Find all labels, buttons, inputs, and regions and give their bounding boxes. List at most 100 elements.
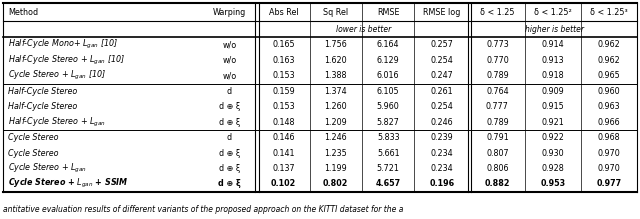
Text: 0.247: 0.247 (431, 71, 453, 80)
Text: 6.105: 6.105 (377, 87, 399, 96)
Text: 0.764: 0.764 (486, 87, 509, 96)
Text: 0.960: 0.960 (598, 87, 620, 96)
Text: 0.789: 0.789 (486, 118, 509, 127)
Text: 0.914: 0.914 (542, 41, 564, 49)
Text: 0.153: 0.153 (272, 102, 294, 111)
Text: 0.930: 0.930 (542, 148, 564, 157)
Text: 0.234: 0.234 (431, 148, 453, 157)
Text: 0.977: 0.977 (596, 179, 621, 188)
Text: 0.102: 0.102 (271, 179, 296, 188)
Text: Half-Cycle Stereo: Half-Cycle Stereo (8, 102, 77, 111)
Text: 0.928: 0.928 (542, 164, 564, 173)
Text: 5.833: 5.833 (377, 133, 399, 142)
Text: Abs Rel: Abs Rel (269, 8, 298, 17)
Text: Sq Rel: Sq Rel (323, 8, 348, 17)
Text: 0.970: 0.970 (598, 148, 620, 157)
Text: δ < 1.25: δ < 1.25 (480, 8, 515, 17)
Text: 0.806: 0.806 (486, 164, 509, 173)
Text: 0.196: 0.196 (429, 179, 454, 188)
Text: 0.137: 0.137 (272, 164, 294, 173)
Text: 6.164: 6.164 (377, 41, 399, 49)
Text: 0.234: 0.234 (431, 164, 453, 173)
Text: 0.261: 0.261 (431, 87, 453, 96)
Text: 1.209: 1.209 (324, 118, 347, 127)
Text: 0.153: 0.153 (272, 71, 294, 80)
Text: 0.791: 0.791 (486, 133, 509, 142)
Text: d: d (227, 133, 232, 142)
Text: 1.246: 1.246 (324, 133, 347, 142)
Text: δ < 1.25³: δ < 1.25³ (590, 8, 628, 17)
Text: 0.165: 0.165 (272, 41, 294, 49)
Text: 1.620: 1.620 (324, 56, 347, 65)
Text: 0.770: 0.770 (486, 56, 509, 65)
Text: Half-Cycle Mono+ $L_{gan}$ [10]: Half-Cycle Mono+ $L_{gan}$ [10] (8, 38, 118, 51)
Text: 0.966: 0.966 (598, 118, 620, 127)
Text: Warping: Warping (212, 8, 246, 17)
Text: RMSE: RMSE (377, 8, 399, 17)
Text: 0.921: 0.921 (542, 118, 564, 127)
Text: 1.260: 1.260 (324, 102, 347, 111)
Text: 0.918: 0.918 (542, 71, 564, 80)
Text: d ⊕ ξ: d ⊕ ξ (219, 118, 240, 127)
Text: d ⊕ ξ: d ⊕ ξ (218, 179, 241, 188)
Text: 0.913: 0.913 (542, 56, 564, 65)
Text: 1.388: 1.388 (324, 71, 347, 80)
Text: 0.802: 0.802 (323, 179, 348, 188)
Text: 5.827: 5.827 (377, 118, 399, 127)
Text: 6.016: 6.016 (377, 71, 399, 80)
Text: antitative evaluation results of different variants of the proposed approach on : antitative evaluation results of differe… (3, 205, 404, 214)
Text: 0.953: 0.953 (541, 179, 566, 188)
Text: 4.657: 4.657 (376, 179, 401, 188)
Text: w/o: w/o (222, 41, 236, 49)
Text: 0.962: 0.962 (598, 41, 620, 49)
Text: 0.970: 0.970 (598, 164, 620, 173)
Text: 0.141: 0.141 (272, 148, 294, 157)
Text: d ⊕ ξ: d ⊕ ξ (219, 164, 240, 173)
Text: 0.159: 0.159 (272, 87, 295, 96)
Text: 1.235: 1.235 (324, 148, 347, 157)
Text: d: d (227, 87, 232, 96)
Text: 0.777: 0.777 (486, 102, 509, 111)
Text: 5.960: 5.960 (377, 102, 399, 111)
Text: 0.257: 0.257 (431, 41, 453, 49)
Text: RMSE log: RMSE log (423, 8, 461, 17)
Text: Cycle Stereo + $L_{gan}$: Cycle Stereo + $L_{gan}$ (8, 162, 88, 175)
Text: 0.909: 0.909 (542, 87, 564, 96)
Text: Method: Method (8, 8, 38, 17)
Text: 6.129: 6.129 (377, 56, 399, 65)
Text: Half-Cycle Stereo + $L_{gan}$ [10]: Half-Cycle Stereo + $L_{gan}$ [10] (8, 54, 125, 67)
Text: 5.661: 5.661 (377, 148, 399, 157)
Text: higher is better: higher is better (525, 25, 584, 34)
Text: 0.254: 0.254 (431, 56, 453, 65)
Text: 0.968: 0.968 (598, 133, 620, 142)
Text: Cycle Stereo + $L_{gan}$ [10]: Cycle Stereo + $L_{gan}$ [10] (8, 69, 107, 82)
Text: 0.163: 0.163 (272, 56, 294, 65)
Text: w/o: w/o (222, 71, 236, 80)
Text: w/o: w/o (222, 56, 236, 65)
Text: 1.756: 1.756 (324, 41, 347, 49)
Text: 0.807: 0.807 (486, 148, 509, 157)
Text: Half-Cycle Stereo + $L_{gan}$: Half-Cycle Stereo + $L_{gan}$ (8, 116, 106, 129)
Text: 0.246: 0.246 (431, 118, 453, 127)
Text: Cycle Stereo: Cycle Stereo (8, 148, 59, 157)
Text: Cycle Stereo + $L_{gan}$ + SSIM: Cycle Stereo + $L_{gan}$ + SSIM (8, 177, 129, 191)
Text: 0.773: 0.773 (486, 41, 509, 49)
Text: 1.199: 1.199 (324, 164, 347, 173)
Text: d ⊕ ξ: d ⊕ ξ (219, 148, 240, 157)
Text: 0.882: 0.882 (484, 179, 510, 188)
Text: 0.146: 0.146 (272, 133, 294, 142)
Text: δ < 1.25²: δ < 1.25² (534, 8, 572, 17)
Text: 0.965: 0.965 (598, 71, 620, 80)
Text: 0.789: 0.789 (486, 71, 509, 80)
Text: lower is better: lower is better (336, 25, 391, 34)
Text: 5.721: 5.721 (377, 164, 399, 173)
Text: Cycle Stereo: Cycle Stereo (8, 133, 59, 142)
Text: Half-Cycle Stereo: Half-Cycle Stereo (8, 87, 77, 96)
Text: 0.148: 0.148 (272, 118, 294, 127)
Text: d ⊕ ξ: d ⊕ ξ (219, 102, 240, 111)
Text: 0.239: 0.239 (431, 133, 453, 142)
Text: 0.922: 0.922 (541, 133, 564, 142)
Text: 0.962: 0.962 (598, 56, 620, 65)
Text: 0.915: 0.915 (542, 102, 564, 111)
Text: 0.254: 0.254 (431, 102, 453, 111)
